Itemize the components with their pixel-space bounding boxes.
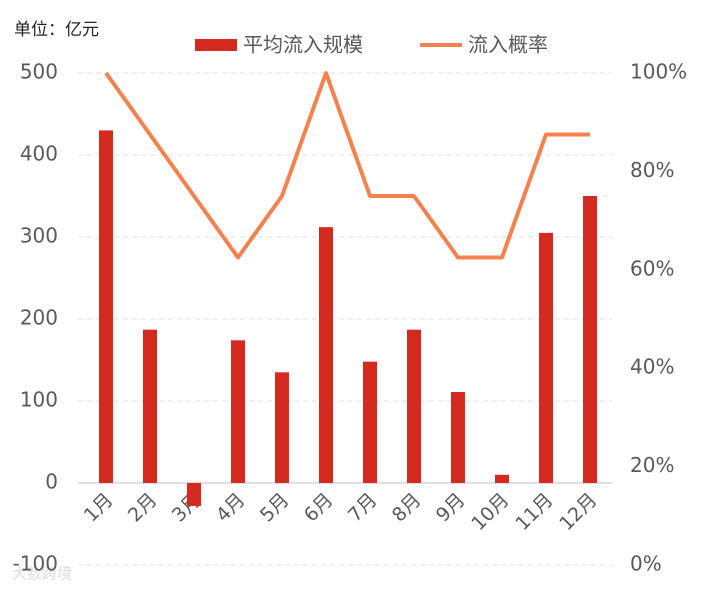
- y2-tick-label: 40%: [630, 355, 674, 379]
- bar: [539, 232, 553, 483]
- y2-tick-label: 60%: [630, 256, 674, 280]
- bar: [275, 372, 289, 483]
- bar: [319, 227, 333, 483]
- bar: [363, 361, 377, 483]
- x-tick-label: 2月: [124, 489, 162, 527]
- y-tick-label: 500: [20, 60, 58, 84]
- y-tick-label: -100: [13, 552, 58, 576]
- watermark: 大数跨境: [12, 565, 72, 583]
- x-tick-label: 10月: [467, 489, 513, 535]
- unit-label: 单位：亿元: [14, 20, 99, 40]
- y-tick-label: 200: [20, 306, 58, 330]
- y2-tick-label: 20%: [630, 453, 674, 477]
- legend-label: 平均流入规模: [243, 33, 363, 57]
- y2-tick-label: 100%: [630, 60, 687, 84]
- x-tick-label: 8月: [388, 489, 426, 527]
- legend-label: 流入概率: [468, 33, 548, 57]
- y-tick-label: 300: [20, 224, 58, 248]
- bar: [495, 474, 509, 483]
- line: [104, 71, 590, 260]
- x-tick-label: 5月: [256, 489, 294, 527]
- bar: [451, 391, 465, 483]
- x-tick-label: 7月: [344, 489, 382, 527]
- bar: [583, 196, 597, 483]
- bar: [407, 329, 421, 483]
- x-tick-label: 9月: [432, 489, 470, 527]
- bar: [187, 483, 201, 506]
- bar: [99, 130, 113, 483]
- x-tick-label: 1月: [80, 489, 118, 527]
- y-tick-label: 400: [20, 142, 58, 166]
- legend-swatch: [195, 39, 237, 51]
- y2-tick-label: 0%: [630, 552, 662, 576]
- x-tick-label: 4月: [212, 489, 250, 527]
- bar: [231, 340, 245, 483]
- y-tick-label: 100: [20, 388, 58, 412]
- y-tick-label: 0: [45, 470, 58, 494]
- x-tick-label: 11月: [511, 489, 557, 535]
- x-tick-label: 6月: [300, 489, 338, 527]
- bar: [143, 329, 157, 483]
- x-tick-label: 12月: [555, 489, 601, 535]
- y2-tick-label: 80%: [630, 158, 674, 182]
